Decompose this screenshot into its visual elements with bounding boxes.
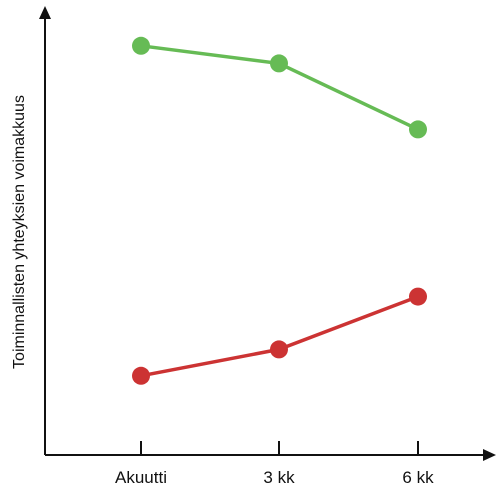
data-point [132,366,150,385]
data-point [132,36,150,55]
data-point [409,287,427,306]
data-point [270,340,288,359]
y-axis-label: Toiminnallisten yhteyksien voimakkuus [11,95,28,369]
x-tick-label: Akuutti [115,468,167,487]
series-line-2 [140,294,419,378]
data-point [409,120,427,139]
x-tick-label: 3 kk [263,468,295,487]
x-axis-arrow-icon [483,449,496,461]
data-point [270,54,288,73]
axes [39,6,496,461]
series-group [132,36,427,385]
y-axis-arrow-icon [39,6,51,19]
x-tick-label: 6 kk [402,468,434,487]
x-ticks: Akuutti 3 kk 6 kk [115,441,434,487]
